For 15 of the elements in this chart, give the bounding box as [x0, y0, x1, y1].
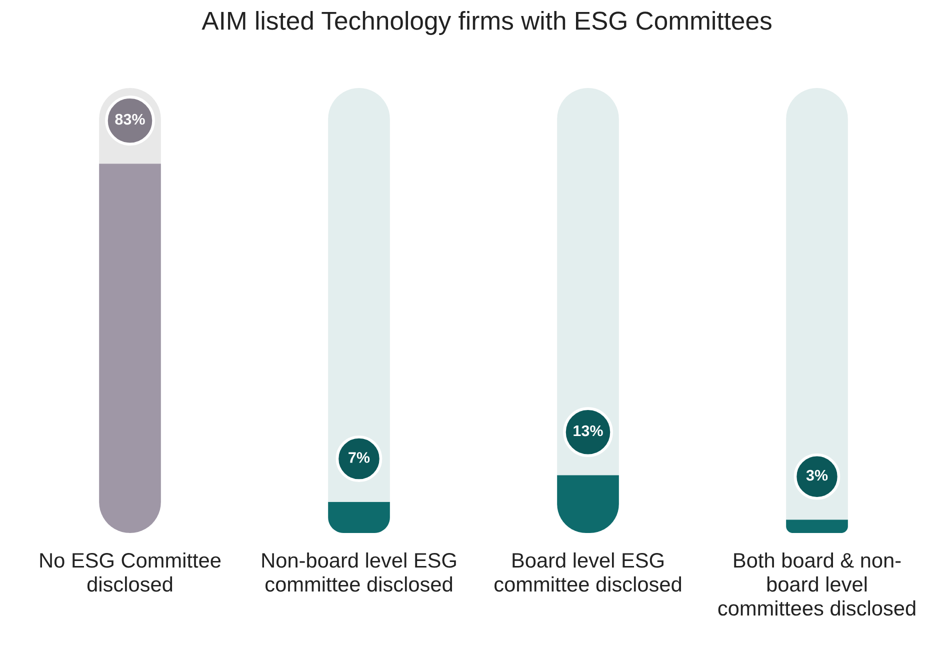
x-tick-label: Both board & non- board level committees disclosed	[718, 552, 916, 616]
x-tick-label: Non-board level ESG committee disclosed	[262, 552, 456, 592]
bar	[328, 502, 390, 533]
x-tick-label: No ESG Committee disclosed	[40, 552, 221, 592]
x-tick-label: Board level ESG committee disclosed	[494, 552, 682, 592]
bar	[557, 88, 619, 476]
bar	[786, 88, 848, 520]
data-label: 83%	[115, 114, 145, 125]
bar	[328, 88, 390, 502]
chart-title: AIM listed Technology firms with ESG Committees	[202, 11, 772, 35]
data-label: 7%	[348, 452, 370, 463]
bar	[786, 520, 848, 533]
bar	[99, 164, 161, 533]
data-label: 13%	[574, 425, 603, 436]
data-label: 3%	[806, 470, 828, 481]
